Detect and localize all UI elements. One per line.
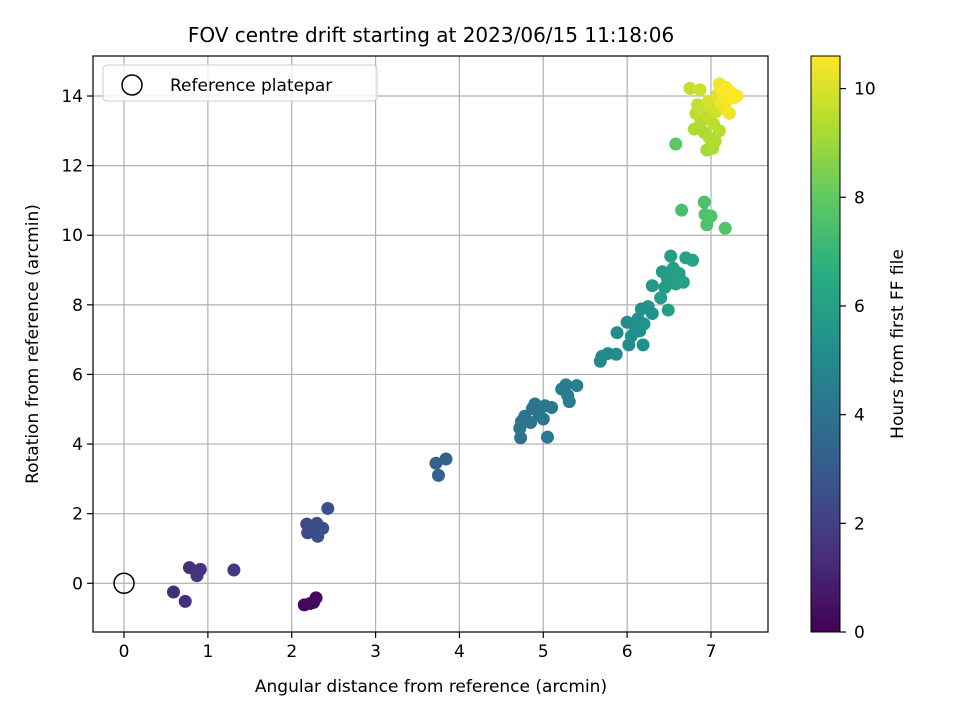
data-point — [429, 456, 443, 470]
data-point — [654, 291, 668, 305]
y-tick-label: 0 — [72, 574, 83, 594]
data-point — [675, 203, 689, 217]
data-point — [697, 195, 711, 209]
data-point — [704, 209, 718, 223]
data-point — [309, 591, 323, 605]
colorbar-tick-label: 0 — [854, 623, 865, 643]
y-tick-label: 2 — [72, 505, 83, 525]
data-point — [227, 563, 241, 577]
data-point — [609, 347, 623, 361]
y-axis-label: Rotation from reference (arcmin) — [23, 204, 43, 484]
data-point — [645, 307, 659, 321]
data-point — [708, 134, 722, 148]
data-point — [431, 468, 445, 482]
data-point — [439, 452, 453, 466]
data-point — [562, 395, 576, 409]
data-point — [669, 137, 683, 151]
colorbar-gradient — [810, 55, 841, 633]
plot-frame — [92, 55, 769, 633]
data-point — [712, 124, 726, 138]
data-point — [636, 338, 650, 352]
colorbar: 0 2 4 6 8 10 Hours from first FF file — [810, 55, 908, 643]
colorbar-tick-label: 6 — [854, 297, 865, 317]
y-tick-label: 8 — [72, 296, 83, 316]
x-tick-label: 2 — [286, 642, 297, 662]
colorbar-tick-label: 10 — [854, 80, 876, 100]
data-point — [536, 412, 550, 426]
legend-box — [102, 64, 378, 102]
data-point — [637, 317, 651, 331]
colorbar-tick-label: 2 — [854, 514, 865, 534]
y-tick-label: 6 — [72, 365, 83, 385]
data-point — [570, 379, 584, 393]
x-tick-label: 3 — [370, 642, 381, 662]
colorbar-tick-label: 4 — [854, 406, 865, 426]
reference-platepar-marker — [113, 572, 135, 595]
scatter-points — [113, 77, 744, 612]
data-point — [722, 106, 736, 120]
data-point — [316, 521, 330, 535]
data-point — [514, 431, 528, 445]
data-point — [686, 253, 700, 267]
x-axis-label: Angular distance from reference (arcmin) — [255, 677, 607, 697]
x-tick-label: 4 — [454, 642, 465, 662]
y-tick-label: 4 — [72, 435, 83, 455]
data-point — [178, 594, 192, 608]
data-point — [540, 430, 554, 444]
x-tick-label: 7 — [706, 642, 717, 662]
data-point — [730, 89, 744, 103]
colorbar-ticks: 0 2 4 6 8 10 — [840, 80, 876, 643]
data-point — [524, 415, 538, 429]
legend-reference-marker-icon — [121, 74, 143, 96]
data-point — [610, 326, 624, 340]
data-point — [664, 249, 678, 263]
colorbar-label: Hours from first FF file — [888, 249, 908, 439]
x-tick-label: 5 — [538, 642, 549, 662]
data-point — [528, 397, 542, 411]
data-point — [683, 81, 697, 95]
data-point — [166, 585, 180, 599]
y-tick-label: 12 — [61, 157, 83, 177]
y-axis-ticks: 0 2 4 6 8 10 12 14 — [61, 87, 93, 594]
legend-entry-reference: Reference platepar — [170, 76, 332, 96]
y-tick-label: 14 — [61, 87, 83, 107]
legend: Reference platepar — [102, 64, 378, 102]
data-point — [718, 221, 732, 235]
chart-title: FOV centre drift starting at 2023/06/15 … — [188, 23, 674, 47]
data-point — [693, 83, 707, 97]
x-axis-ticks: 0 1 2 3 4 5 6 7 — [119, 632, 717, 662]
data-point — [559, 378, 573, 392]
data-point — [661, 303, 675, 317]
data-point — [321, 501, 335, 515]
x-tick-label: 6 — [622, 642, 633, 662]
y-tick-label: 10 — [61, 226, 83, 246]
x-tick-label: 1 — [202, 642, 213, 662]
data-point — [676, 275, 690, 289]
data-point — [193, 562, 207, 576]
x-tick-label: 0 — [119, 642, 130, 662]
colorbar-tick-label: 8 — [854, 188, 865, 208]
data-point — [545, 401, 559, 415]
data-point — [645, 279, 659, 293]
